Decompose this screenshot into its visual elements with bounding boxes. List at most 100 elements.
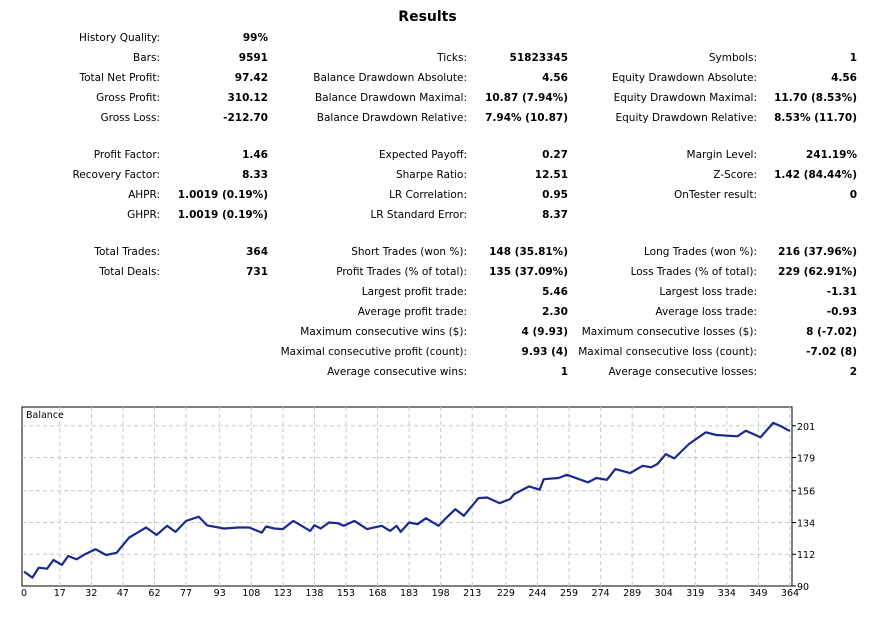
stat-value: 9.93 (4) xyxy=(521,346,568,358)
stat-value: 4 (9.93) xyxy=(521,326,568,338)
stat-label: Short Trades (won %): xyxy=(351,246,467,258)
y-tick-label: 156 xyxy=(797,487,815,498)
x-tick-label: 319 xyxy=(686,588,704,599)
stat-label: Sharpe Ratio: xyxy=(395,169,467,181)
x-tick-label: 198 xyxy=(432,588,450,599)
stat-label: Largest loss trade: xyxy=(659,286,757,298)
stat-label: Maximal consecutive profit (count): xyxy=(280,346,467,358)
stat-value: 4.56 xyxy=(542,72,568,84)
stat-label: OnTester result: xyxy=(674,189,757,201)
stat-value: 8.37 xyxy=(542,209,568,221)
y-tick-label: 90 xyxy=(797,582,809,593)
stat-value: 9591 xyxy=(238,52,268,64)
stat-label: Maximal consecutive loss (count): xyxy=(578,346,757,358)
stat-label: Expected Payoff: xyxy=(378,149,467,161)
x-tick-label: 17 xyxy=(54,588,66,599)
stat-value: 731 xyxy=(246,266,268,278)
stat-label: GHPR: xyxy=(127,209,160,221)
x-tick-label: 274 xyxy=(592,588,610,599)
x-tick-label: 153 xyxy=(337,588,355,599)
y-tick-label: 134 xyxy=(797,518,815,529)
stat-label: Symbols: xyxy=(708,52,757,64)
stat-label: Total Trades: xyxy=(94,246,160,258)
stat-label: Average consecutive losses: xyxy=(608,366,757,378)
stat-value: 1 xyxy=(849,52,857,64)
x-tick-label: 0 xyxy=(21,588,27,599)
stat-label: Largest profit trade: xyxy=(361,286,467,298)
stat-value: 310.12 xyxy=(227,92,268,104)
balance-line xyxy=(23,421,791,579)
stat-label: Average consecutive wins: xyxy=(327,366,467,378)
stat-label: Equity Drawdown Maximal: xyxy=(613,92,757,104)
stat-label: Maximum consecutive losses ($): xyxy=(581,326,757,338)
stat-value: 5.46 xyxy=(542,286,568,298)
x-tick-label: 32 xyxy=(85,588,97,599)
stat-value: 1.42 (84.44%) xyxy=(774,169,857,181)
stat-value: 0.27 xyxy=(542,149,568,161)
stat-value: 99% xyxy=(242,32,268,44)
stat-value: 51823345 xyxy=(509,52,568,64)
stat-label: LR Correlation: xyxy=(389,189,467,201)
stat-label: Balance Drawdown Maximal: xyxy=(314,92,467,104)
stat-value: 97.42 xyxy=(234,72,268,84)
x-tick-label: 244 xyxy=(528,588,546,599)
stat-value: 1.46 xyxy=(242,149,268,161)
stat-label: Margin Level: xyxy=(686,149,757,161)
stat-label: Z-Score: xyxy=(713,169,757,181)
stat-value: 10.87 (7.94%) xyxy=(485,92,568,104)
stat-label: Average loss trade: xyxy=(655,306,757,318)
stat-label: Profit Trades (% of total): xyxy=(336,266,467,278)
y-tick-label: 112 xyxy=(797,550,815,561)
stat-label: Maximum consecutive wins ($): xyxy=(300,326,467,338)
stat-value: 11.70 (8.53%) xyxy=(774,92,857,104)
stat-value: 1.0019 (0.19%) xyxy=(177,189,268,201)
x-tick-label: 138 xyxy=(305,588,323,599)
stat-value: 8.53% (11.70) xyxy=(774,112,857,124)
stat-value: 1 xyxy=(560,366,568,378)
stat-value: 0 xyxy=(849,189,857,201)
x-tick-label: 364 xyxy=(781,588,799,599)
x-tick-label: 229 xyxy=(497,588,515,599)
stat-label: Equity Drawdown Relative: xyxy=(615,112,757,124)
y-tick-label: 179 xyxy=(797,454,815,465)
stat-value: 1.0019 (0.19%) xyxy=(177,209,268,221)
stat-label: Average profit trade: xyxy=(357,306,467,318)
stat-label: Loss Trades (% of total): xyxy=(630,266,757,278)
stat-value: 8 (-7.02) xyxy=(806,326,857,338)
stat-label: Balance Drawdown Absolute: xyxy=(313,72,467,84)
stat-value: -1.31 xyxy=(826,286,857,298)
stat-value: -0.93 xyxy=(826,306,857,318)
stat-value: 2.30 xyxy=(542,306,568,318)
x-tick-label: 183 xyxy=(400,588,418,599)
stat-label: Profit Factor: xyxy=(93,149,160,161)
stat-label: Equity Drawdown Absolute: xyxy=(611,72,757,84)
stat-label: History Quality: xyxy=(79,32,160,44)
stat-value: 4.56 xyxy=(831,72,857,84)
stat-label: Balance Drawdown Relative: xyxy=(316,112,467,124)
stat-value: 229 (62.91%) xyxy=(778,266,857,278)
stat-label: Recovery Factor: xyxy=(72,169,160,181)
page-title: Results xyxy=(398,9,457,25)
stat-label: Long Trades (won %): xyxy=(643,246,757,258)
x-tick-label: 108 xyxy=(242,588,260,599)
x-tick-label: 93 xyxy=(214,588,226,599)
stat-value: -7.02 (8) xyxy=(806,346,857,358)
legend-label: Balance xyxy=(26,410,64,421)
stat-value: 364 xyxy=(246,246,268,258)
stat-label: Bars: xyxy=(133,52,160,64)
stat-value: 8.33 xyxy=(242,169,268,181)
x-tick-label: 168 xyxy=(368,588,386,599)
x-tick-label: 213 xyxy=(463,588,481,599)
stat-value: 0.95 xyxy=(542,189,568,201)
stat-value: 148 (35.81%) xyxy=(489,246,568,258)
x-tick-label: 259 xyxy=(560,588,578,599)
stat-label: AHPR: xyxy=(128,189,160,201)
stat-value: -212.70 xyxy=(223,112,268,124)
y-tick-label: 201 xyxy=(797,422,815,433)
plot-area xyxy=(21,406,793,587)
stat-value: 7.94% (10.87) xyxy=(485,112,568,124)
x-tick-label: 47 xyxy=(117,588,129,599)
x-tick-label: 349 xyxy=(749,588,767,599)
stat-label: Total Deals: xyxy=(99,266,160,278)
x-tick-label: 334 xyxy=(718,588,736,599)
